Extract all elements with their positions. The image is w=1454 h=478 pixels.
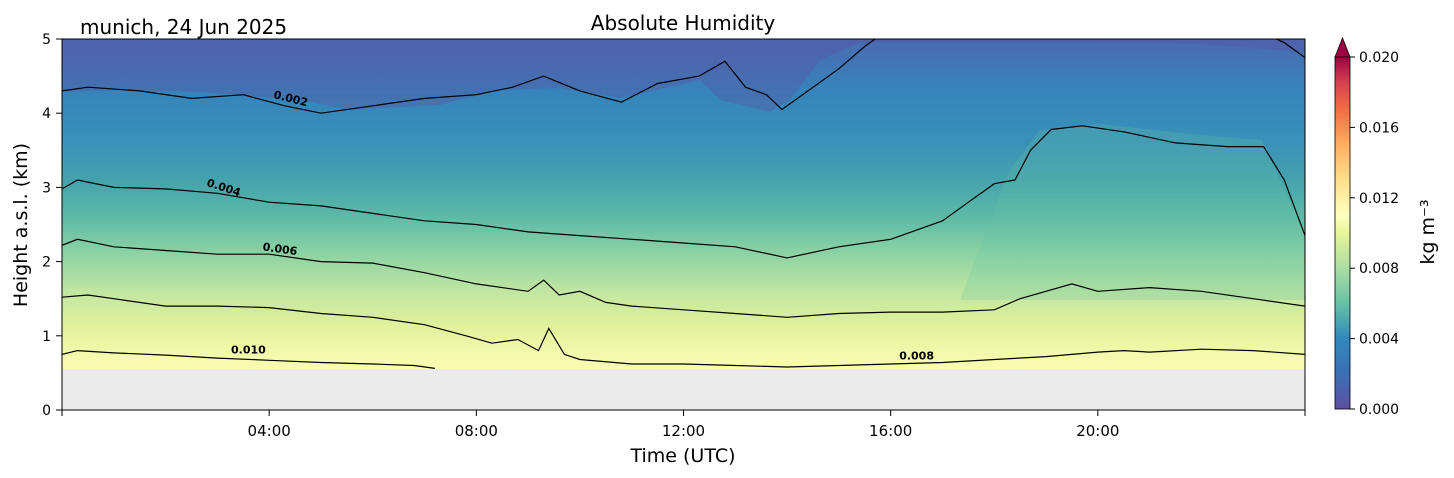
moist-dome-right bbox=[960, 124, 1305, 300]
colorbar-tick-label: 0.020 bbox=[1359, 50, 1399, 66]
y-tick-label: 3 bbox=[42, 180, 51, 196]
colorbar-tick-label: 0.016 bbox=[1359, 120, 1399, 136]
contour-line-0 bbox=[62, 39, 877, 114]
y-tick-label: 0 bbox=[42, 403, 51, 419]
colorbar-tick-label: 0.008 bbox=[1359, 261, 1399, 277]
colorbar-scale bbox=[1334, 56, 1351, 410]
x-tick-label: 08:00 bbox=[455, 422, 498, 440]
x-tick-label: 20:00 bbox=[1076, 422, 1119, 440]
contour-line-5 bbox=[62, 349, 435, 369]
contour-label-4: 0.008 bbox=[899, 350, 934, 363]
humidity-field bbox=[62, 39, 1305, 410]
y-tick-label: 5 bbox=[42, 32, 51, 48]
contour-line-4 bbox=[62, 294, 1305, 368]
y-tick-label: 2 bbox=[42, 255, 51, 271]
x-axis: 04:00 08:00 12:00 16:00 20:00 bbox=[61, 410, 1306, 440]
contour-line-1 bbox=[1275, 39, 1305, 59]
colorbar-tick-label: 0.012 bbox=[1359, 191, 1399, 207]
y-tick-label: 4 bbox=[42, 106, 51, 122]
colorbar-extend-arrow bbox=[1334, 36, 1351, 58]
contour-label-5: 0.010 bbox=[231, 344, 266, 357]
contour-line-3 bbox=[62, 238, 1305, 318]
x-tick-label: 16:00 bbox=[869, 422, 912, 440]
y-axis-title: Height a.s.l. (km) bbox=[10, 143, 32, 307]
y-tick-label: 1 bbox=[42, 329, 51, 345]
dry-tongue-upper bbox=[62, 39, 1305, 112]
contour-label-3: 0.006 bbox=[262, 240, 299, 258]
chart-title: Absolute Humidity bbox=[591, 11, 776, 35]
ground-mask bbox=[62, 369, 1305, 410]
humidity-texture bbox=[62, 39, 1305, 300]
colorbar: 0.000 0.004 0.008 0.012 0.016 0.020 kg m⁻³ bbox=[1334, 36, 1439, 418]
colorbar-ticks: 0.000 0.004 0.008 0.012 0.016 0.020 bbox=[1350, 50, 1399, 418]
y-axis: 0 1 2 3 4 5 bbox=[42, 32, 62, 419]
x-axis-title: Time (UTC) bbox=[629, 445, 735, 467]
x-tick-label: 12:00 bbox=[662, 422, 705, 440]
location-date-label: munich, 24 Jun 2025 bbox=[80, 15, 287, 39]
x-tick-label: 04:00 bbox=[248, 422, 291, 440]
contour-line-2 bbox=[62, 125, 1305, 259]
colorbar-tick-label: 0.000 bbox=[1359, 402, 1399, 418]
colorbar-unit-label: kg m⁻³ bbox=[1417, 199, 1439, 264]
colorbar-tick-label: 0.004 bbox=[1359, 332, 1399, 348]
contour-layer bbox=[62, 39, 1305, 369]
